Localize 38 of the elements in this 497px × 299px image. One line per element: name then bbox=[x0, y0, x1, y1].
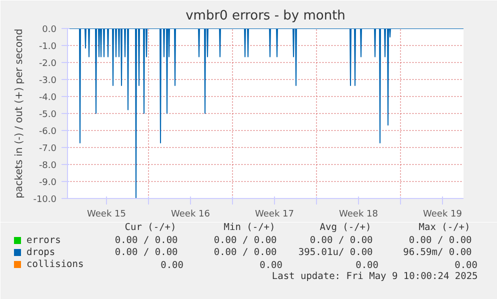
x-tick-label: Week 19 bbox=[423, 210, 462, 220]
text: Min (-/+) bbox=[224, 222, 276, 233]
x-tick-label: Week 18 bbox=[339, 210, 378, 220]
y-tick-label: -4.0 bbox=[38, 93, 57, 103]
legend-label: errors bbox=[26, 235, 61, 246]
text: 0.00 / 0.00 bbox=[408, 235, 472, 246]
text: 96.59m/ 0.00 bbox=[403, 247, 472, 258]
text: 0.00 / 0.00 bbox=[114, 247, 178, 258]
text: Max (-/+) bbox=[418, 222, 470, 233]
text: Avg (-/+) bbox=[320, 222, 372, 233]
text: Last update: Fri May 9 10:00:24 2025 bbox=[272, 271, 478, 282]
y-tick-label: -1.0 bbox=[38, 42, 57, 52]
x-tick-label: Week 17 bbox=[255, 210, 294, 220]
legend-label: drops bbox=[26, 247, 56, 258]
y-tick-label: -7.0 bbox=[38, 144, 57, 154]
y-tick-label: -3.0 bbox=[38, 76, 57, 86]
x-tick-label: Week 16 bbox=[171, 210, 210, 220]
text: 0.00 bbox=[260, 260, 283, 271]
y-axis-title: packets in (-) / out (+) per second bbox=[14, 28, 26, 198]
y-tick-label: -8.0 bbox=[38, 161, 57, 171]
text: 0.00 / 0.00 bbox=[214, 235, 278, 246]
x-tick-label: Week 15 bbox=[87, 210, 126, 220]
y-tick-label: -5.0 bbox=[38, 110, 57, 120]
text: 0.00 / 0.00 bbox=[214, 247, 278, 258]
y-tick-label: 0.0 bbox=[42, 25, 57, 35]
legend-label: collisions bbox=[26, 259, 84, 270]
text: 0.00 / 0.00 bbox=[310, 235, 374, 246]
y-tick-label: -2.0 bbox=[38, 59, 57, 69]
y-tick-label: -6.0 bbox=[38, 127, 57, 137]
text: 0.00 bbox=[160, 260, 184, 271]
y-tick-label: -10.0 bbox=[33, 195, 57, 205]
chart-title: vmbr0 errors - by month bbox=[186, 8, 346, 24]
text: 395.01u/ 0.00 bbox=[298, 247, 374, 258]
text: 0.00 bbox=[454, 260, 478, 271]
text: Cur (-/+) bbox=[124, 222, 176, 233]
text: 0.00 bbox=[356, 260, 379, 271]
y-tick-label: -9.0 bbox=[38, 178, 57, 188]
text: 0.00 / 0.00 bbox=[114, 235, 178, 246]
